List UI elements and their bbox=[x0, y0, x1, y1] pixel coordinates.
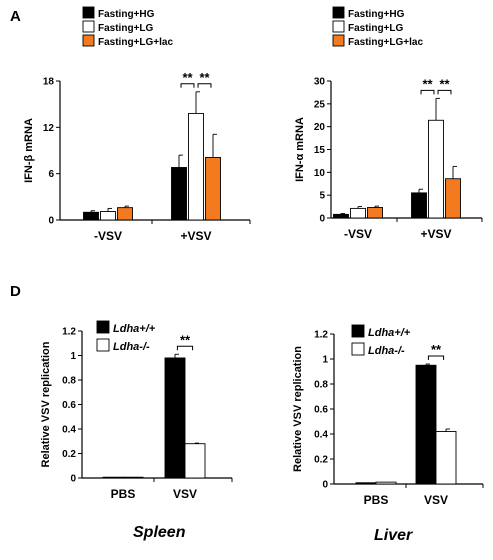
panel-letter-a: A bbox=[10, 8, 21, 25]
chart3-y-tick-label: 0.8 bbox=[62, 376, 76, 387]
chart4-y-axis-label: Relative VSV replication bbox=[292, 346, 304, 472]
chart3-y-tick-label: 1.2 bbox=[62, 327, 76, 338]
chart4-legend-label: Ldha-/- bbox=[368, 345, 405, 357]
chart2-legend-swatch bbox=[332, 6, 345, 19]
chart1-significance-bracket bbox=[197, 83, 212, 88]
chart4-y-tick-label: 0.4 bbox=[314, 430, 328, 441]
chart1-y-tick-label: 12 bbox=[43, 123, 55, 134]
chart2-legend-label: Fasting+LG+lac bbox=[348, 37, 423, 48]
chart3-bar bbox=[164, 357, 186, 479]
chart4-bar bbox=[435, 431, 457, 485]
chart1-legend-swatch bbox=[82, 34, 95, 47]
chart1-significance-bracket bbox=[180, 83, 195, 88]
chart3-y-tick-label: 0.6 bbox=[62, 400, 76, 411]
chart4-category-label: PBS bbox=[364, 493, 389, 507]
chart2-category-label: +VSV bbox=[420, 227, 451, 241]
chart2-y-tick-label: 15 bbox=[314, 145, 326, 156]
chart3-bar bbox=[184, 443, 206, 479]
chart2-significance-bracket bbox=[437, 89, 452, 95]
chart3-bar bbox=[102, 476, 124, 479]
chart1-bar bbox=[188, 112, 204, 221]
chart1-y-tick-label: 6 bbox=[48, 169, 54, 180]
chart2-significance-label: ** bbox=[422, 76, 433, 91]
chart3-category-label: VSV bbox=[173, 487, 197, 501]
chart3-significance-label: ** bbox=[180, 332, 191, 347]
chart1-category-label: +VSV bbox=[180, 229, 211, 243]
chart2-bar bbox=[350, 207, 366, 219]
chart2-significance-label: ** bbox=[439, 76, 450, 91]
chart1-legend-label: Fasting+HG bbox=[98, 9, 155, 20]
chart4-y-tick-label: 1 bbox=[322, 355, 328, 366]
chart3-y-tick-label: 0 bbox=[70, 474, 76, 485]
chart2-category-label: -VSV bbox=[344, 227, 372, 241]
chart2-bar bbox=[411, 192, 427, 219]
chart1-bar bbox=[100, 211, 116, 221]
chart4-significance-label: ** bbox=[431, 342, 442, 357]
chart1-significance-label: ** bbox=[199, 70, 210, 85]
chart3-category-label: PBS bbox=[111, 487, 136, 501]
chart4-y-tick-label: 0.6 bbox=[314, 405, 328, 416]
chart1-y-axis-label: IFN-β mRNA bbox=[23, 118, 35, 183]
chart3-y-tick-label: 0.2 bbox=[62, 449, 76, 460]
chart4-legend-swatch bbox=[351, 324, 365, 338]
caption-liver: Liver bbox=[374, 527, 413, 544]
chart4-category-label: VSV bbox=[424, 493, 448, 507]
chart2-legend-label: Fasting+LG bbox=[348, 23, 404, 34]
chart3-bar bbox=[122, 476, 144, 479]
chart4-bar bbox=[375, 481, 397, 485]
chart1-significance-label: ** bbox=[182, 70, 193, 85]
chart4-legend-label: Ldha+/+ bbox=[368, 327, 411, 339]
chart2-bar bbox=[333, 213, 349, 219]
chart3-y-tick-label: 0.4 bbox=[62, 425, 76, 436]
chart2-y-tick-label: 30 bbox=[314, 77, 326, 88]
chart2-y-tick-label: 5 bbox=[319, 191, 325, 202]
chart1-legend-swatch bbox=[82, 6, 95, 19]
chart4-bar bbox=[415, 364, 437, 485]
chart2-legend-swatch bbox=[332, 20, 345, 33]
chart2-y-tick-label: 20 bbox=[314, 122, 326, 133]
panel-letter-d: D bbox=[10, 283, 21, 300]
chart2-legend-label: Fasting+HG bbox=[348, 9, 405, 20]
chart2-y-tick-label: 10 bbox=[314, 168, 326, 179]
chart4-y-tick-label: 0.8 bbox=[314, 380, 328, 391]
chart2-y-tick-label: 25 bbox=[314, 99, 326, 110]
chart1-bar bbox=[117, 207, 133, 221]
chart1-y-tick-label: 0 bbox=[48, 216, 54, 227]
chart4-bar bbox=[355, 482, 377, 485]
chart2-bar bbox=[367, 207, 383, 219]
chart2-y-tick-label: 0 bbox=[319, 214, 325, 225]
chart4-significance-bracket bbox=[427, 355, 445, 360]
chart2-legend-swatch bbox=[332, 34, 345, 47]
chart1-category-label: -VSV bbox=[94, 229, 122, 243]
chart2-bar bbox=[428, 119, 444, 219]
chart4-legend-swatch bbox=[351, 342, 365, 356]
chart4-y-tick-label: 1.2 bbox=[314, 330, 328, 341]
chart3-significance-bracket bbox=[176, 345, 194, 351]
chart1-bar bbox=[83, 211, 99, 221]
chart3-legend-label: Ldha+/+ bbox=[113, 323, 156, 335]
chart3-y-tick-label: 1 bbox=[70, 351, 76, 362]
chart3-legend-swatch bbox=[96, 320, 110, 334]
chart1-bar bbox=[205, 156, 221, 221]
chart1-legend-swatch bbox=[82, 20, 95, 33]
chart3-legend-label: Ldha-/- bbox=[113, 341, 150, 353]
chart2-significance-bracket bbox=[420, 89, 435, 95]
chart3-legend-swatch bbox=[96, 338, 110, 352]
chart4-y-tick-label: 0.2 bbox=[314, 455, 328, 466]
chart4-y-tick-label: 0 bbox=[322, 480, 328, 491]
chart1-bar bbox=[171, 167, 187, 221]
chart2-y-axis-label: IFN-α mRNA bbox=[294, 117, 306, 182]
chart1-y-tick-label: 18 bbox=[43, 77, 55, 88]
chart1-legend-label: Fasting+LG bbox=[98, 23, 154, 34]
chart1-legend-label: Fasting+LG+lac bbox=[98, 37, 173, 48]
caption-spleen: Spleen bbox=[133, 524, 186, 541]
chart3-y-axis-label: Relative VSV replication bbox=[40, 341, 52, 467]
chart2-bar bbox=[445, 178, 461, 219]
